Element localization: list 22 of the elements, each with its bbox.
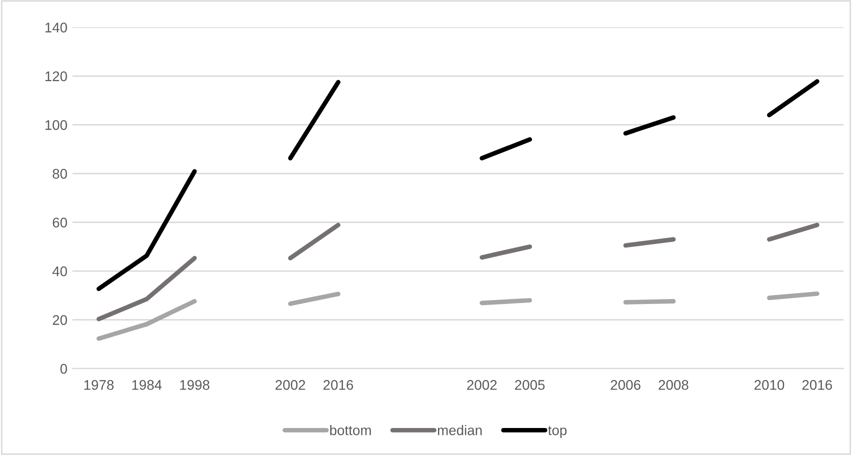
legend-label: top: [548, 426, 567, 438]
x-tick-label: 2016: [323, 380, 354, 390]
x-tick-label: 2002: [276, 380, 306, 390]
x-tick-label: 2005: [515, 380, 545, 390]
y-tick-label: 100: [45, 120, 68, 130]
legend-label: median: [438, 425, 482, 436]
y-tick-label: 120: [45, 71, 68, 82]
x-tick-label: 2008: [658, 380, 688, 390]
x-tick-label: 2006: [610, 380, 640, 390]
y-tick-label: 20: [52, 315, 68, 325]
x-tick-label: 1978: [84, 380, 114, 390]
x-tick-label: 2002: [467, 380, 497, 390]
x-tick-label: 1984: [132, 380, 162, 390]
legend-label: bottom: [330, 425, 371, 436]
x-tick-label: 1998: [180, 380, 210, 390]
y-tick-label: 140: [45, 22, 68, 32]
x-tick-label: 2016: [802, 380, 832, 390]
y-tick-label: 40: [52, 266, 68, 276]
y-tick-label: 60: [52, 218, 68, 228]
y-tick-label: 80: [52, 168, 68, 179]
x-tick-label: 2010: [754, 380, 784, 390]
y-tick-label: 0: [60, 364, 68, 374]
